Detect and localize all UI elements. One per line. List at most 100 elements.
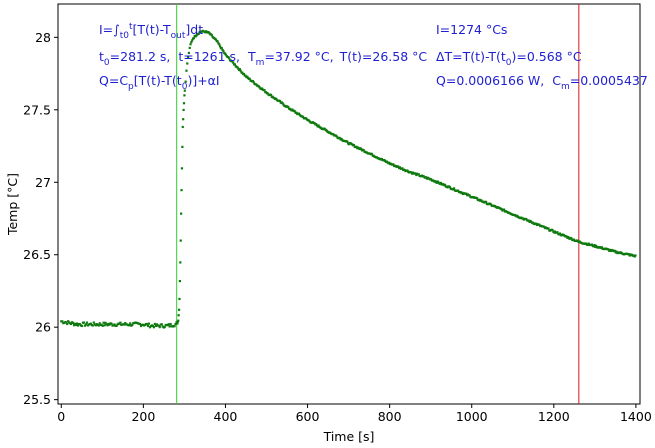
data-point xyxy=(613,249,617,253)
data-point xyxy=(258,86,261,89)
data-point xyxy=(108,323,111,326)
data-point xyxy=(429,178,433,181)
data-point xyxy=(547,227,550,230)
data-point xyxy=(297,112,301,115)
data-point xyxy=(167,323,170,326)
data-point xyxy=(146,324,150,328)
data-point xyxy=(237,67,240,70)
data-point xyxy=(525,217,528,221)
data-point xyxy=(585,242,588,245)
data-point xyxy=(338,137,342,140)
data-point xyxy=(227,56,230,59)
data-point xyxy=(94,324,97,327)
data-point xyxy=(572,238,576,241)
data-point xyxy=(461,191,464,194)
data-point xyxy=(263,89,266,92)
data-point xyxy=(138,322,142,326)
data-point xyxy=(67,320,70,323)
data-point xyxy=(362,149,365,152)
data-point xyxy=(76,324,80,327)
data-point xyxy=(388,161,391,164)
data-point xyxy=(185,69,188,72)
data-point xyxy=(315,123,318,126)
data-point xyxy=(65,321,68,324)
x-tick-label: 1400 xyxy=(620,409,652,424)
y-tick-label: 26 xyxy=(35,320,51,335)
data-point xyxy=(370,152,374,156)
data-point xyxy=(570,237,573,240)
data-point xyxy=(85,321,88,324)
data-point xyxy=(301,115,305,119)
data-point xyxy=(190,40,193,44)
annotations: I=∫t0t[T(t)-Tout]dt t0=281.2 s, t=1261 s,… xyxy=(99,22,648,92)
data-point xyxy=(468,194,471,197)
data-point xyxy=(410,171,413,174)
data-point xyxy=(72,321,75,325)
data-point xyxy=(70,322,73,326)
data-point xyxy=(401,167,404,170)
data-point xyxy=(179,239,182,242)
data-point xyxy=(177,308,181,311)
data-point xyxy=(503,208,506,211)
data-point xyxy=(98,322,101,325)
data-point xyxy=(567,235,570,239)
data-point xyxy=(154,324,157,327)
data-point xyxy=(82,321,86,324)
data-point xyxy=(84,323,88,326)
data-point xyxy=(91,324,94,327)
data-point xyxy=(106,324,109,327)
data-point xyxy=(177,319,180,322)
data-point xyxy=(415,173,418,177)
data-point xyxy=(355,145,358,148)
data-point xyxy=(527,219,530,222)
data-point xyxy=(281,102,284,105)
data-point xyxy=(179,261,182,264)
data-point xyxy=(489,203,493,206)
data-point xyxy=(224,53,227,56)
data-point xyxy=(592,245,595,248)
data-point xyxy=(516,214,519,217)
data-point xyxy=(590,243,594,246)
data-point xyxy=(80,324,84,328)
annotation-q-value: Q=0.0006166 W, Cm=0.0005437 xyxy=(436,73,648,92)
y-tick-label: 25.5 xyxy=(23,392,51,407)
data-point xyxy=(260,87,264,90)
data-point xyxy=(129,322,132,325)
data-point xyxy=(435,181,438,184)
data-point xyxy=(551,229,554,232)
data-point xyxy=(594,244,598,247)
data-point xyxy=(153,322,156,326)
data-point xyxy=(89,322,92,325)
data-point xyxy=(448,186,452,189)
data-point xyxy=(607,248,610,251)
data-point xyxy=(168,325,171,328)
data-point xyxy=(208,32,211,35)
data-point xyxy=(228,57,231,60)
data-point xyxy=(593,243,596,247)
data-point xyxy=(287,105,290,108)
data-point xyxy=(484,200,488,204)
data-point xyxy=(123,323,126,326)
data-point xyxy=(221,48,224,52)
data-point xyxy=(220,46,223,50)
data-point xyxy=(118,322,121,325)
data-point xyxy=(244,74,247,77)
data-point xyxy=(131,324,134,327)
data-point xyxy=(160,323,163,326)
data-point xyxy=(180,212,183,215)
data-point xyxy=(239,69,242,72)
data-point xyxy=(104,321,107,324)
data-point xyxy=(246,75,249,78)
data-point xyxy=(553,230,557,233)
x-tick-label: 400 xyxy=(214,409,238,424)
data-point xyxy=(188,46,191,49)
data-point xyxy=(266,92,269,95)
data-point xyxy=(66,322,69,326)
data-point xyxy=(397,165,400,168)
data-point xyxy=(627,253,631,256)
x-tick-label: 0 xyxy=(57,409,65,424)
data-point xyxy=(174,322,177,326)
data-point xyxy=(148,326,152,329)
data-point xyxy=(248,77,251,80)
data-point xyxy=(183,94,186,97)
